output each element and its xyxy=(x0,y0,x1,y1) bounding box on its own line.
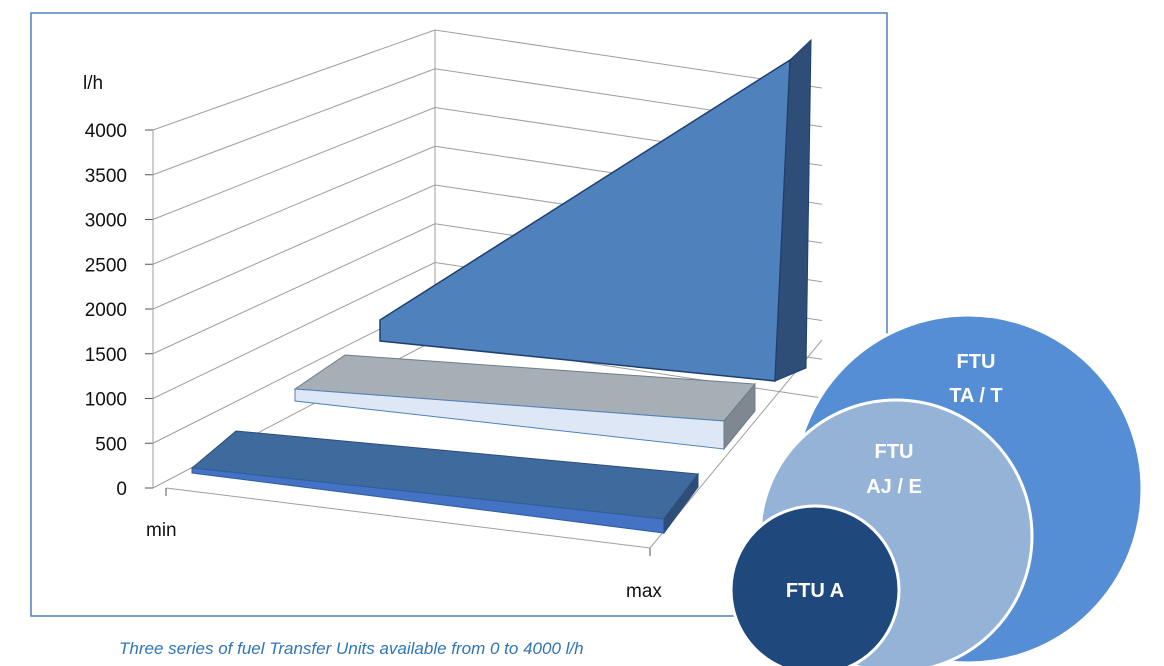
y-tick-label: 0 xyxy=(116,479,127,500)
venn-circle-ftu-a xyxy=(729,504,901,666)
y-tick-label: 4000 xyxy=(85,121,127,142)
venn-large-line2: TA / T xyxy=(949,385,1002,407)
back-wall-gridline xyxy=(434,29,823,89)
venn-medium-line1: FTU xyxy=(875,441,914,463)
x-tick-max: max xyxy=(626,581,662,602)
x-tick-min: min xyxy=(146,520,177,541)
side-wall-gridline xyxy=(152,223,436,355)
side-wall-gridline xyxy=(152,68,436,176)
series-ftu-aj-e-side xyxy=(723,382,756,451)
side-wall-gridline xyxy=(152,29,436,131)
y-axis-label: l/h xyxy=(83,73,103,94)
venn-large-line1: FTU xyxy=(957,351,996,373)
series-layer xyxy=(190,38,812,535)
y-tick-label: 500 xyxy=(95,434,127,455)
floor-front-edge xyxy=(165,487,651,549)
side-wall-gridline xyxy=(152,262,436,399)
y-axis-ticks: 4000 3500 3000 2500 2000 1500 1000 500 0 xyxy=(85,121,127,500)
venn-diagram: FTU TA / T FTU AJ / E FTU A xyxy=(729,313,1144,666)
y-tick-label: 3000 xyxy=(85,211,127,232)
y-tick-label: 2500 xyxy=(85,255,127,276)
side-wall-gridline xyxy=(152,145,436,265)
side-wall-gridline xyxy=(152,184,436,310)
y-tick-label: 1000 xyxy=(85,390,127,411)
chart-caption: Three series of fuel Transfer Units avai… xyxy=(119,639,584,658)
y-tick-label: 3500 xyxy=(85,166,127,187)
series-ftu-a-side xyxy=(663,472,699,535)
y-tick-label: 2000 xyxy=(85,300,127,321)
venn-medium-line2: AJ / E xyxy=(866,476,922,498)
y-tick-label: 1500 xyxy=(85,345,127,366)
side-wall-gridline xyxy=(152,107,436,220)
venn-small-label: FTU A xyxy=(786,580,844,602)
series-ftu-ta-t-side xyxy=(774,38,812,382)
